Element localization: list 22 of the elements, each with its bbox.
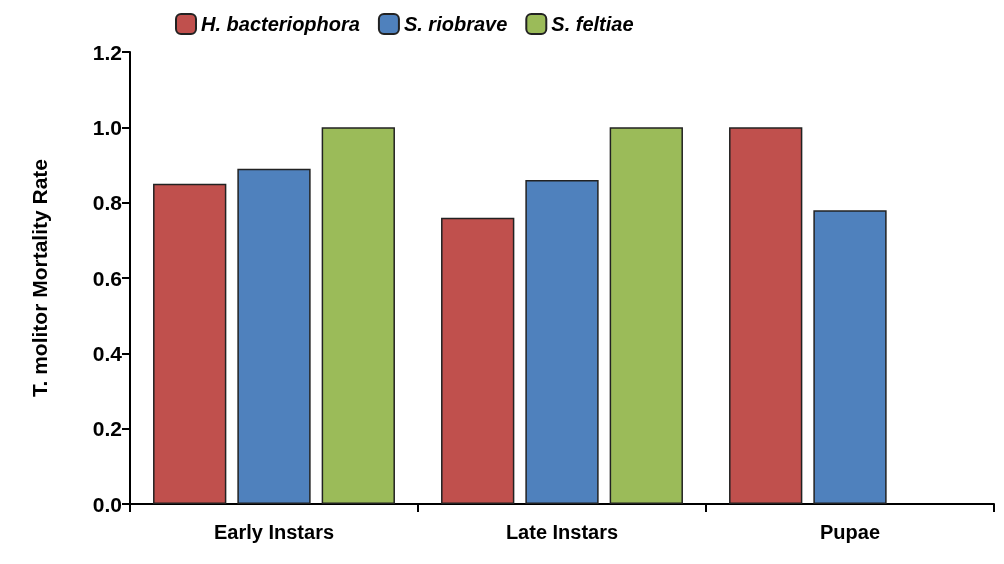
legend-label: S. feltiae: [551, 13, 634, 35]
x-tick-label: Late Instars: [505, 521, 619, 543]
y-tick-label: 1.2: [92, 40, 122, 64]
y-tick-label: 0.0: [92, 492, 122, 516]
bar: [441, 217, 515, 504]
y-tick-label: 0.6: [92, 266, 122, 290]
y-tick-label: 1.0: [92, 115, 122, 139]
bar: [609, 127, 683, 504]
y-axis-title: T. molitor Mortality Rate: [28, 158, 51, 398]
x-tick-label: Pupae: [819, 521, 881, 543]
y-tick-label: 0.8: [92, 191, 123, 215]
legend-label: S. riobrave: [403, 13, 508, 35]
legend-label: H. bacteriophora: [201, 13, 360, 35]
y-tick-label: 0.2: [92, 417, 122, 441]
bar: [813, 210, 887, 504]
x-tick-label: Early Instars: [213, 521, 335, 543]
bar: [153, 183, 227, 504]
y-tick-label: 0.4: [92, 341, 123, 365]
bar: [321, 127, 395, 504]
bar: [237, 168, 311, 504]
bar: [525, 180, 599, 504]
bar: [729, 127, 803, 504]
